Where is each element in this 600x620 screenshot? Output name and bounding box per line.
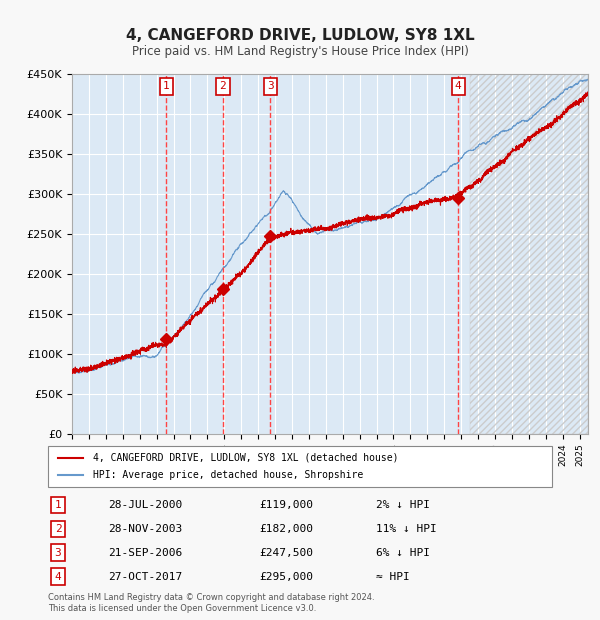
Text: £119,000: £119,000 bbox=[260, 500, 314, 510]
Text: 4: 4 bbox=[55, 572, 61, 582]
Text: Contains HM Land Registry data © Crown copyright and database right 2024.
This d: Contains HM Land Registry data © Crown c… bbox=[48, 593, 374, 613]
FancyBboxPatch shape bbox=[48, 446, 552, 487]
Text: £295,000: £295,000 bbox=[260, 572, 314, 582]
Text: 1: 1 bbox=[55, 500, 61, 510]
Text: 2% ↓ HPI: 2% ↓ HPI bbox=[376, 500, 430, 510]
Text: £247,500: £247,500 bbox=[260, 547, 314, 558]
Text: 4, CANGEFORD DRIVE, LUDLOW, SY8 1XL: 4, CANGEFORD DRIVE, LUDLOW, SY8 1XL bbox=[125, 28, 475, 43]
Text: 11% ↓ HPI: 11% ↓ HPI bbox=[376, 524, 436, 534]
Text: 4: 4 bbox=[455, 81, 461, 91]
Text: ≈ HPI: ≈ HPI bbox=[376, 572, 409, 582]
Text: 28-NOV-2003: 28-NOV-2003 bbox=[109, 524, 183, 534]
Text: 2: 2 bbox=[55, 524, 61, 534]
Text: £182,000: £182,000 bbox=[260, 524, 314, 534]
Text: 27-OCT-2017: 27-OCT-2017 bbox=[109, 572, 183, 582]
Text: 2: 2 bbox=[220, 81, 226, 91]
Text: HPI: Average price, detached house, Shropshire: HPI: Average price, detached house, Shro… bbox=[94, 471, 364, 480]
Text: 6% ↓ HPI: 6% ↓ HPI bbox=[376, 547, 430, 558]
Text: 1: 1 bbox=[163, 81, 170, 91]
Text: 21-SEP-2006: 21-SEP-2006 bbox=[109, 547, 183, 558]
Text: 4, CANGEFORD DRIVE, LUDLOW, SY8 1XL (detached house): 4, CANGEFORD DRIVE, LUDLOW, SY8 1XL (det… bbox=[94, 453, 399, 463]
Text: 3: 3 bbox=[55, 547, 61, 558]
Text: Price paid vs. HM Land Registry's House Price Index (HPI): Price paid vs. HM Land Registry's House … bbox=[131, 45, 469, 58]
Text: 28-JUL-2000: 28-JUL-2000 bbox=[109, 500, 183, 510]
Text: 3: 3 bbox=[267, 81, 274, 91]
